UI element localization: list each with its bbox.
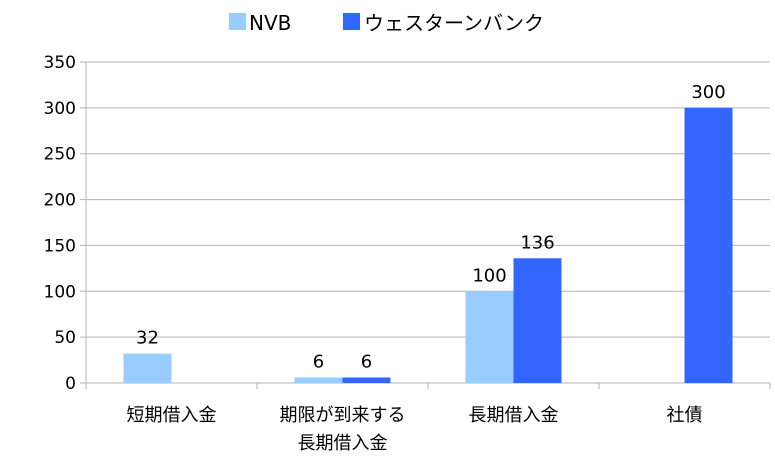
x-category-label: 短期借入金 xyxy=(127,405,217,426)
bar xyxy=(684,107,733,383)
data-label: 136 xyxy=(520,232,554,253)
x-category-label-line: 社債 xyxy=(667,405,703,426)
x-category-label-line: 長期借入金 xyxy=(298,433,388,454)
bar xyxy=(294,377,343,383)
y-tick-label: 350 xyxy=(44,53,76,73)
legend-label: ウェスターンバンク xyxy=(364,11,544,35)
bars xyxy=(123,107,733,383)
x-category-label-line: 短期借入金 xyxy=(127,405,217,426)
y-tick-label: 50 xyxy=(54,328,76,348)
legend: NVB ウェスターンバンク xyxy=(229,11,544,35)
y-tick-label: 0 xyxy=(65,374,76,394)
bar xyxy=(465,291,514,383)
y-tick-label: 200 xyxy=(44,191,76,211)
gridlines xyxy=(86,61,770,384)
data-label: 300 xyxy=(691,82,725,103)
bar xyxy=(342,377,391,383)
data-label: 6 xyxy=(313,351,324,372)
data-label: 32 xyxy=(136,328,159,349)
y-tick-label: 250 xyxy=(44,145,76,165)
bar xyxy=(123,353,172,383)
legend-swatch xyxy=(229,13,246,30)
data-label: 100 xyxy=(472,265,506,286)
x-category-label-line: 期限が到来する xyxy=(280,405,406,426)
x-category-label: 社債 xyxy=(667,405,703,426)
x-category-label: 長期借入金 xyxy=(469,405,559,426)
legend-swatch xyxy=(343,13,360,30)
y-tick-label: 300 xyxy=(44,99,76,119)
y-tick-label: 150 xyxy=(44,236,76,256)
y-tick-label: 100 xyxy=(44,282,76,302)
legend-label: NVB xyxy=(249,11,291,35)
x-category-label-line: 長期借入金 xyxy=(469,405,559,426)
data-label: 6 xyxy=(361,351,372,372)
x-category-label: 期限が到来する長期借入金 xyxy=(280,405,406,454)
bar xyxy=(513,258,562,383)
